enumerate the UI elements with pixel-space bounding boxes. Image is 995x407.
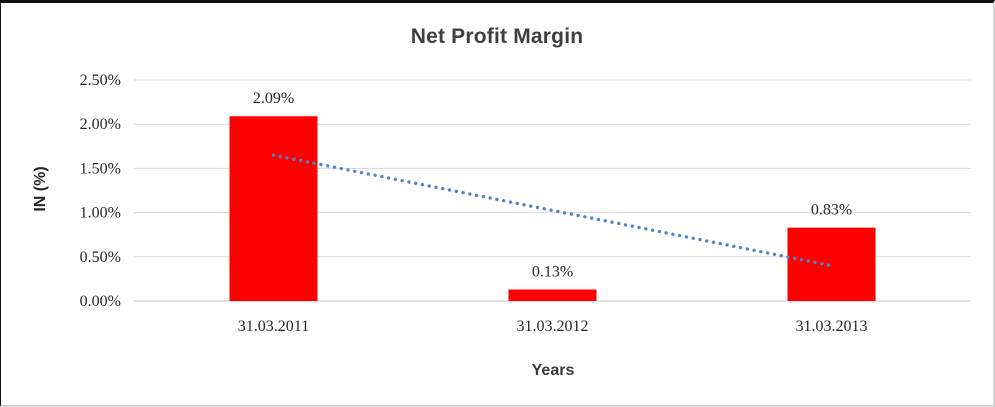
plot-area: 0.00% 0.50% 1.00% 1.50% 2.00% 2.50% 2.09% 0.13%… [80,72,971,335]
x-axis-title: Years [531,362,575,379]
y-tick-label: 0.50% [80,249,121,266]
chart-title: Net Profit Margin [410,25,584,48]
y-tick-label: 2.00% [80,116,121,133]
y-tick-label: 0.00% [80,293,121,310]
y-tick-label: 2.50% [80,72,121,89]
x-tick-label: 31.03.2012 [517,318,589,335]
data-label: 0.13% [532,264,573,281]
y-tick-label: 1.00% [80,205,121,222]
x-tick-label: 31.03.2011 [238,318,309,335]
bar [508,289,597,301]
trendline [271,153,834,268]
data-label: 0.83% [811,202,852,219]
bar [229,116,318,301]
bar [787,227,876,301]
x-tick-label: 31.03.2013 [796,318,868,335]
y-tick-label: 1.50% [80,160,121,177]
data-label: 2.09% [253,90,294,107]
